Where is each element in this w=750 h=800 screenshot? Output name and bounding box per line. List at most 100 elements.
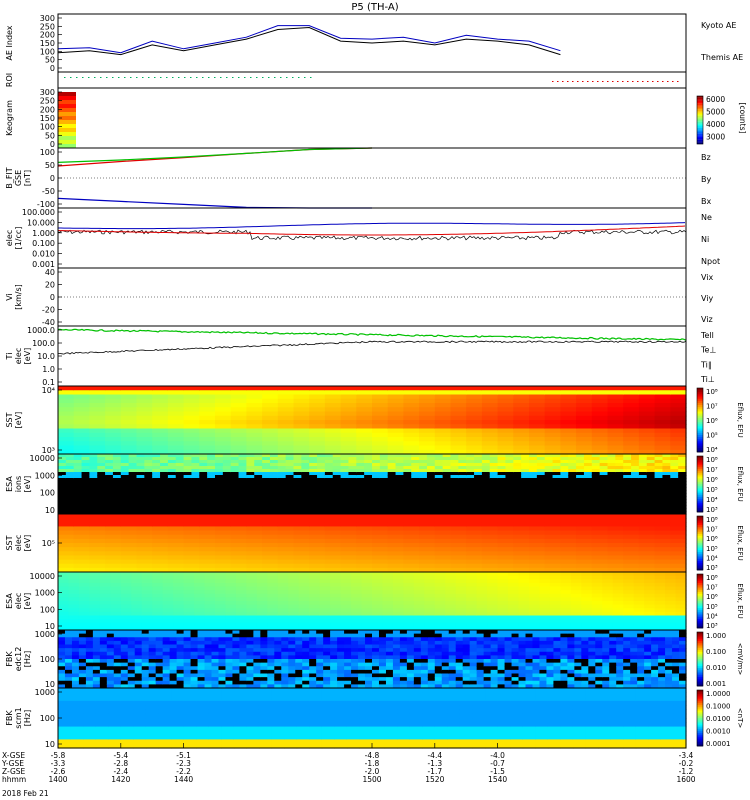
fbk_e-cell (378, 648, 387, 653)
esa_ion-cell (678, 508, 687, 512)
esa_elec-cell (204, 597, 216, 602)
esa_elec-cell (529, 572, 541, 577)
sst_elec-cell (246, 559, 263, 565)
esa_ion-cell (607, 454, 616, 458)
esa_ion-cell (215, 511, 224, 515)
fbk_e-cell (392, 640, 401, 646)
esa_elec-cell (141, 593, 153, 598)
esa_ion-cell (607, 460, 616, 464)
esa_ion-cell (144, 496, 153, 500)
esa_elec-cell (560, 601, 572, 606)
sst_elec-cell (277, 563, 295, 569)
sst_ion-cell (105, 437, 122, 442)
esa_ion-cell (152, 454, 161, 458)
esa_ion-cell (89, 460, 98, 464)
esa_elec-cell (68, 575, 80, 580)
sst_elec-cell (73, 567, 90, 573)
colorbar-step (697, 574, 703, 577)
esa_ion-cell (631, 502, 640, 506)
sst_elec-cell (136, 555, 153, 561)
fbk_e-cell (309, 684, 317, 689)
fbk_e-cell (309, 666, 317, 671)
esa_ion-cell (348, 496, 357, 500)
esa_elec-cell (424, 626, 436, 631)
esa_elec-cell (581, 579, 593, 584)
fbk_e-cell (372, 673, 380, 678)
fbk_e-cell (58, 633, 66, 638)
esa_ion-cell (97, 475, 106, 479)
esa_ion-cells (58, 454, 687, 515)
esa_elec-cell (529, 608, 541, 613)
colorbar-step (697, 521, 703, 524)
esa_ion-cell (599, 490, 609, 494)
esa_ion-cell (458, 496, 467, 500)
esa_ion-cell (591, 487, 601, 491)
roi-mark (142, 77, 144, 78)
esa_ion-cell (128, 481, 138, 485)
esa_elec-cell (152, 615, 164, 620)
esa_elec-cell (204, 611, 216, 617)
esa_ion-cell (105, 493, 114, 497)
esa_elec-cell (225, 582, 237, 588)
colorbar-step (697, 114, 703, 116)
esa_ion-cell (222, 475, 232, 479)
fbk_e-cell (281, 655, 289, 660)
esa_ion-cell (552, 466, 561, 470)
esa_ion-cell (285, 490, 295, 494)
esa_elec-cell (560, 619, 572, 624)
esa_ion-cell (442, 490, 452, 494)
esa_ion-cell (112, 508, 122, 512)
sst_ion-cell (105, 407, 122, 413)
sst_ion-cell (167, 449, 185, 455)
sst_elec-cell (419, 526, 436, 532)
esa_ion-cell (58, 478, 67, 482)
sst_elec-cell (324, 543, 342, 548)
esa_elec-cell (194, 619, 206, 624)
sst_ion-cell (309, 407, 326, 413)
esa_ion-cell (638, 454, 648, 458)
sst_elec-cell (183, 538, 200, 544)
esa_ion-cell (128, 490, 138, 494)
esa_elec-cell (665, 586, 677, 591)
colorbar-tick: 4000 (706, 120, 725, 129)
sst_ion-cell (120, 424, 138, 430)
fbk_e-cell (267, 666, 275, 671)
esa_ion-cell (215, 463, 224, 467)
colorbar-step (697, 407, 703, 410)
esa_elec-cell (529, 601, 541, 606)
sst_ion-cell (324, 394, 342, 400)
esa_elec-cell (225, 626, 237, 631)
esa_ion-cell (489, 478, 499, 482)
sst_elec-cell (576, 543, 593, 548)
sst_elec-cell (623, 567, 640, 573)
sst_elec-cell (152, 547, 169, 552)
esa_ion-cell (646, 487, 656, 491)
esa_ion-cell (662, 499, 671, 503)
sst_ion-cell (340, 407, 357, 413)
sst_ion-cell (230, 428, 247, 434)
esa_ion-cell (529, 466, 538, 470)
esa_elec-cell (518, 619, 530, 624)
fbk_e-cell (239, 669, 247, 675)
esa_ion-cell (670, 496, 679, 500)
esa_ion-cell (678, 469, 687, 473)
esa_elec-cell (183, 611, 195, 617)
esa_ion-cell (411, 478, 420, 482)
sst_elec-cell (372, 526, 389, 532)
colorbar-step (697, 102, 703, 104)
sst_elec-cell (372, 518, 389, 523)
sst_ion-cell (513, 386, 530, 391)
sst_elec-cell (403, 534, 420, 540)
esa_elec-cell (487, 601, 499, 606)
esa_elec-cell (665, 575, 677, 580)
sst_elec-cell (230, 567, 247, 573)
sst_elec-cell (73, 551, 90, 557)
esa_ion-cell (411, 496, 420, 500)
colorbar-step (697, 586, 703, 589)
sst_elec-cell (623, 547, 640, 552)
fbk_e-cell (372, 644, 380, 649)
colorbar-step (697, 135, 703, 137)
esa_ion-cell (89, 505, 98, 509)
esa_ion-cell (246, 460, 255, 464)
sst_ion-cell (230, 449, 247, 455)
